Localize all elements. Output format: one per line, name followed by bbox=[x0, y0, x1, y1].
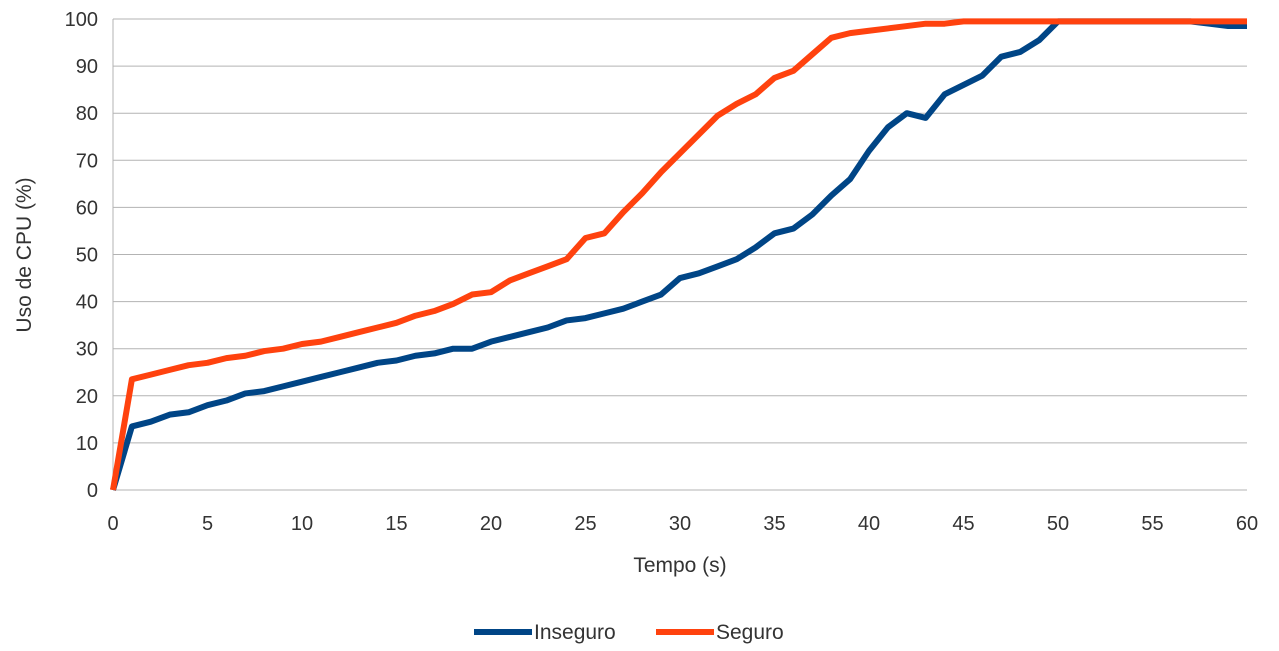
y-tick-label: 10 bbox=[76, 433, 98, 455]
legend-label-seguro: Seguro bbox=[716, 621, 784, 644]
y-tick-label: 30 bbox=[76, 339, 98, 361]
x-tick-label: 15 bbox=[385, 513, 407, 535]
legend: Inseguro Seguro bbox=[474, 621, 784, 644]
y-tick-label: 70 bbox=[76, 150, 98, 172]
y-tick-label: 80 bbox=[76, 103, 98, 125]
y-tick-label: 90 bbox=[76, 56, 98, 78]
y-tick-label: 40 bbox=[76, 292, 98, 314]
series-line-seguro bbox=[110, 18, 1247, 491]
y-tick-label: 100 bbox=[65, 9, 98, 31]
x-tick-label: 35 bbox=[763, 513, 785, 535]
series-line-inseguro bbox=[110, 18, 1247, 491]
legend-label-inseguro: Inseguro bbox=[534, 621, 616, 644]
x-tick-label: 5 bbox=[202, 513, 213, 535]
y-axis-title: Uso de CPU (%) bbox=[13, 177, 36, 332]
y-tick-label: 0 bbox=[87, 480, 98, 502]
x-tick-label: 0 bbox=[107, 513, 118, 535]
x-tick-label: 30 bbox=[669, 513, 691, 535]
grid-lines bbox=[112, 18, 1247, 491]
x-tick-label: 10 bbox=[291, 513, 313, 535]
x-tick-label: 25 bbox=[574, 513, 596, 535]
x-tick-label: 40 bbox=[858, 513, 880, 535]
y-tick-label: 50 bbox=[76, 245, 98, 267]
x-tick-label: 50 bbox=[1047, 513, 1069, 535]
y-tick-labels: 0 10 20 30 40 50 60 70 80 90 100 bbox=[65, 9, 98, 502]
x-axis-title: Tempo (s) bbox=[633, 554, 726, 577]
x-tick-label: 45 bbox=[952, 513, 974, 535]
x-tick-labels: 0 5 10 15 20 25 30 35 40 45 50 55 60 bbox=[107, 513, 1258, 535]
x-tick-label: 60 bbox=[1236, 513, 1258, 535]
y-tick-label: 60 bbox=[76, 197, 98, 219]
x-tick-label: 55 bbox=[1141, 513, 1163, 535]
x-tick-label: 20 bbox=[480, 513, 502, 535]
y-tick-label: 20 bbox=[76, 386, 98, 408]
series-lines bbox=[110, 18, 1247, 491]
